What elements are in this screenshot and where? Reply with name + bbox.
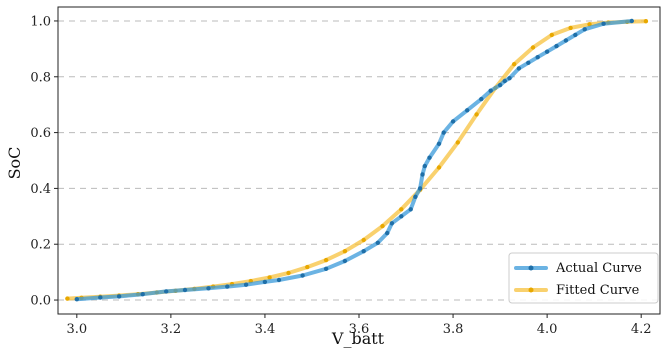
data-point-actual-curve [420, 172, 425, 177]
data-point-fitted-curve [267, 275, 272, 280]
data-point-actual-curve [276, 277, 282, 283]
data-point-actual-curve [497, 82, 503, 88]
data-point-actual-curve [323, 266, 329, 271]
data-point-fitted-curve [530, 45, 536, 50]
data-point-fitted-curve [305, 264, 310, 270]
y-tick-label: 1.0 [30, 14, 51, 29]
data-point-actual-curve [74, 297, 80, 302]
data-point-actual-curve [361, 249, 366, 254]
data-point-actual-curve [516, 66, 522, 71]
data-point-actual-curve [629, 18, 634, 24]
data-point-actual-curve [300, 273, 305, 278]
series-actual-curve [74, 18, 634, 302]
data-point-fitted-curve [512, 61, 517, 67]
series-layer [65, 18, 649, 302]
data-point-fitted-curve [323, 257, 329, 263]
data-point-actual-curve [441, 130, 446, 135]
data-point-actual-curve [164, 289, 169, 294]
data-point-actual-curve [375, 240, 380, 245]
data-point-fitted-curve [286, 270, 291, 276]
x-tick-label: 3.6 [349, 322, 370, 337]
data-point-actual-curve [427, 155, 432, 160]
data-point-actual-curve [573, 32, 578, 38]
data-point-fitted-curve [643, 19, 649, 24]
data-point-actual-curve [488, 88, 493, 93]
data-point-actual-curve [262, 279, 268, 285]
legend-label-actual: Actual Curve [555, 261, 642, 276]
data-point-actual-curve [526, 60, 531, 65]
data-point-actual-curve [116, 294, 122, 299]
axis-ticks: 0.0 0.2 0.4 0.6 0.8 1.0 3.0 3.2 3.4 3.6 3.8 4.0 4.2 [30, 14, 651, 337]
data-point-actual-curve [465, 108, 470, 113]
y-tick-label: 0.4 [30, 182, 51, 197]
legend-marker-fitted [528, 287, 534, 293]
data-point-fitted-curve [587, 22, 592, 27]
data-point-actual-curve [535, 55, 540, 60]
data-point-actual-curve [385, 230, 390, 236]
x-tick-label: 3.2 [161, 322, 182, 337]
data-point-actual-curve [422, 163, 427, 169]
data-point-actual-curve [408, 207, 413, 212]
data-point-actual-curve [450, 119, 456, 124]
data-point-actual-curve [413, 194, 418, 199]
y-tick-label: 0.2 [30, 238, 51, 253]
data-point-fitted-curve [361, 237, 366, 243]
data-point-fitted-curve [436, 165, 442, 170]
x-tick-label: 4.0 [537, 322, 558, 337]
legend-marker-actual [528, 265, 534, 271]
data-point-actual-curve [479, 96, 484, 102]
x-axis-label: V_batt [331, 329, 385, 348]
data-point-actual-curve [182, 287, 188, 293]
data-point-fitted-curve [455, 140, 460, 145]
data-point-actual-curve [563, 38, 569, 43]
data-point-actual-curve [544, 49, 550, 54]
data-point-fitted-curve [380, 223, 385, 229]
data-point-fitted-curve [568, 25, 573, 31]
y-tick-label: 0.0 [30, 294, 51, 309]
data-point-actual-curve [243, 282, 249, 287]
data-point-actual-curve [436, 141, 442, 146]
data-point-fitted-curve [399, 207, 404, 212]
data-point-actual-curve [502, 78, 507, 84]
data-point-fitted-curve [342, 249, 348, 254]
data-point-fitted-curve [549, 32, 554, 38]
y-tick-label: 0.6 [30, 126, 51, 141]
data-point-actual-curve [582, 27, 587, 32]
x-tick-label: 3.0 [66, 322, 87, 337]
data-point-actual-curve [225, 284, 230, 289]
data-point-fitted-curve [474, 112, 479, 117]
data-point-actual-curve [98, 295, 103, 300]
data-point-actual-curve [342, 258, 348, 264]
data-point-actual-curve [601, 21, 606, 26]
x-tick-label: 3.4 [255, 322, 276, 337]
x-tick-label: 3.8 [443, 322, 464, 337]
data-point-actual-curve [417, 186, 423, 191]
data-point-actual-curve [507, 76, 512, 81]
data-point-actual-curve [389, 221, 395, 226]
y-tick-label: 0.8 [30, 70, 51, 85]
data-point-actual-curve [140, 292, 145, 297]
legend: Actual Curve Fitted Curve [508, 252, 659, 304]
data-point-fitted-curve [65, 296, 70, 301]
y-axis-label: SoC [5, 147, 24, 180]
x-tick-label: 4.2 [631, 322, 652, 337]
legend-label-fitted: Fitted Curve [556, 283, 640, 298]
data-point-actual-curve [399, 214, 404, 219]
data-point-actual-curve [206, 286, 211, 291]
data-point-actual-curve [554, 43, 559, 49]
